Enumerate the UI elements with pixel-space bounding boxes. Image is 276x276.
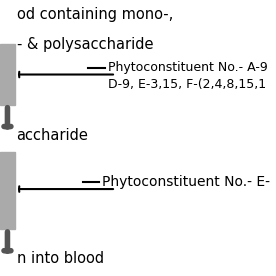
FancyBboxPatch shape: [0, 152, 15, 229]
Text: n into blood: n into blood: [17, 251, 104, 266]
FancyBboxPatch shape: [0, 44, 15, 105]
Text: accharide: accharide: [17, 128, 88, 143]
Text: D-9, E-3,15, F-(2,4,8,15,1: D-9, E-3,15, F-(2,4,8,15,1: [108, 78, 266, 91]
Text: - & polysaccharide: - & polysaccharide: [17, 37, 153, 52]
Text: od containing mono-,: od containing mono-,: [17, 7, 173, 22]
Text: Phytoconstituent No.- A-9: Phytoconstituent No.- A-9: [108, 61, 267, 74]
Text: Phytoconstituent No.- E-: Phytoconstituent No.- E-: [102, 175, 270, 189]
